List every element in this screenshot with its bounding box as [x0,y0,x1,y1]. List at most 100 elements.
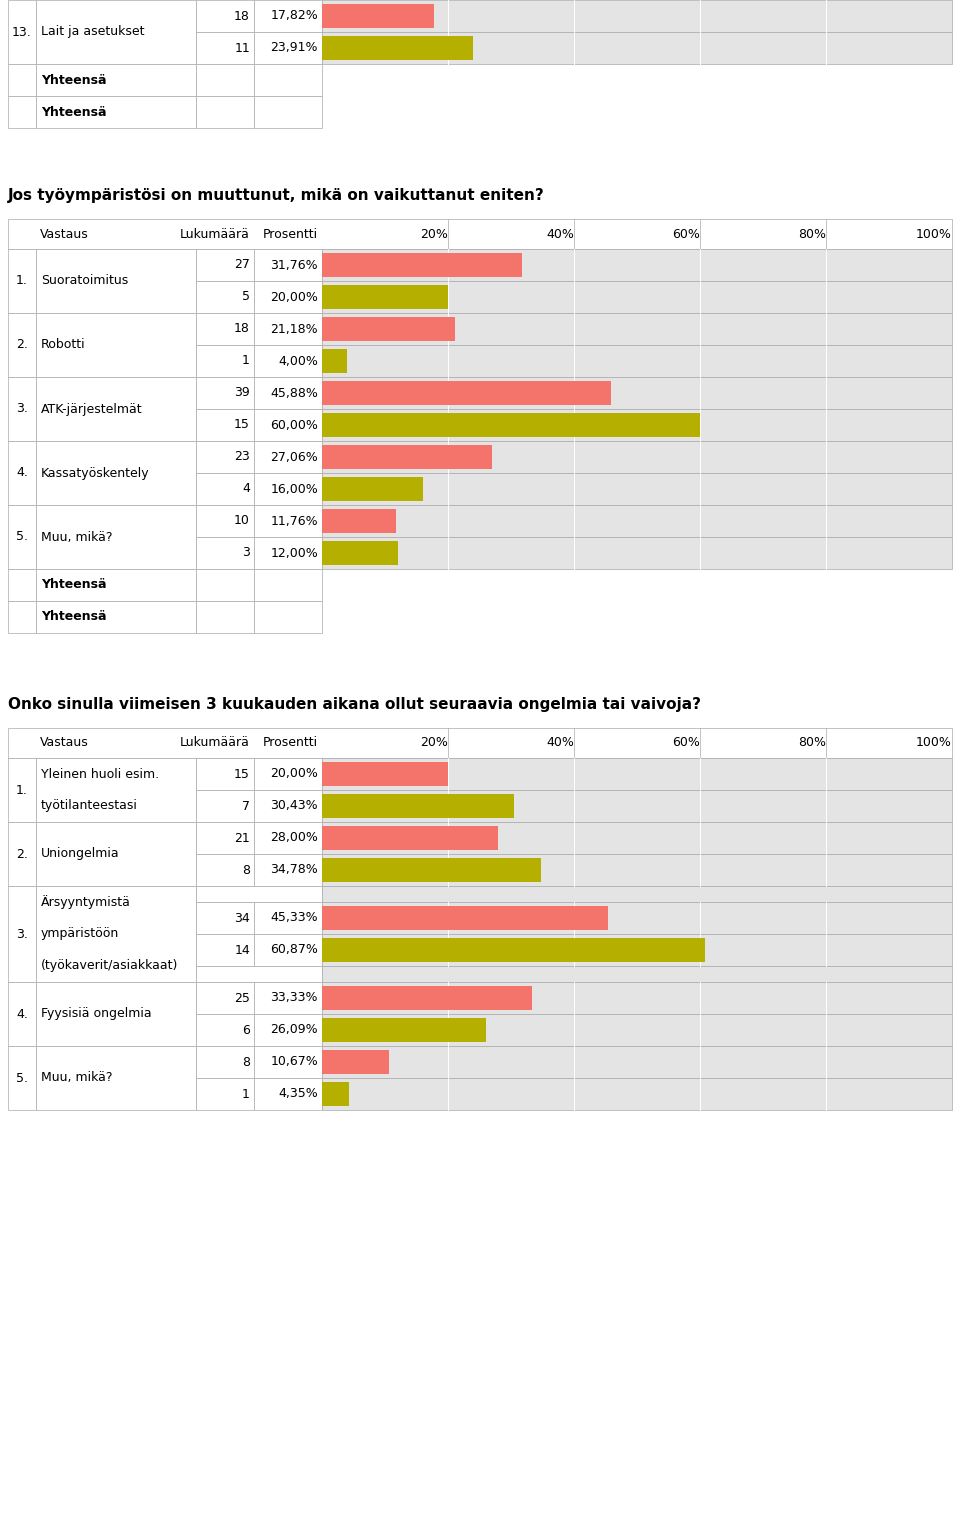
Text: 45,33%: 45,33% [271,912,318,924]
Text: Kassatyöskentely: Kassatyöskentely [41,466,150,480]
Text: 6: 6 [242,1024,250,1036]
Text: 15: 15 [234,419,250,431]
Bar [196,409,254,442]
Bar [254,313,322,345]
Bar [8,601,36,633]
Text: 30,43%: 30,43% [271,800,318,812]
Bar [8,442,36,504]
Bar [322,986,532,1010]
Text: 34,78%: 34,78% [271,863,318,877]
Bar [254,0,322,32]
Text: Muu, mikä?: Muu, mikä? [41,530,112,544]
Bar [254,757,322,789]
Text: 12,00%: 12,00% [271,546,318,560]
Text: 1: 1 [242,354,250,368]
Text: 60%: 60% [672,227,700,241]
Bar [36,504,196,569]
Bar [196,537,254,569]
Text: 20,00%: 20,00% [270,768,318,780]
Bar [254,1013,322,1046]
Text: 2.: 2. [16,848,28,860]
Bar [36,313,196,377]
Text: 45,88%: 45,88% [270,386,318,400]
Text: 34: 34 [234,912,250,924]
Bar [322,0,952,32]
Bar [254,97,322,127]
Text: ATK-järjestelmät: ATK-järjestelmät [41,403,143,415]
Bar [254,504,322,537]
Bar [254,442,322,474]
Bar [322,442,952,474]
Bar [322,313,952,345]
Bar [322,477,422,500]
Bar [196,822,254,854]
Text: Yleinen huoli esim.: Yleinen huoli esim. [41,768,159,780]
Bar [322,509,396,532]
Text: Yhteensä: Yhteensä [41,74,107,86]
Bar [322,446,492,469]
Text: Prosentti: Prosentti [263,736,318,750]
Text: Vastaus: Vastaus [40,227,88,241]
Text: 100%: 100% [916,227,952,241]
Text: Muu, mikä?: Muu, mikä? [41,1072,112,1084]
Text: 8: 8 [242,1056,250,1069]
Bar [196,1013,254,1046]
Bar [322,858,541,881]
Bar [8,728,952,757]
Text: Jos työympäristösi on muuttunut, mikä on vaikuttanut eniten?: Jos työympäristösi on muuttunut, mikä on… [8,189,544,202]
Bar [8,886,36,983]
Text: Vastaus: Vastaus [40,736,88,750]
Text: 20%: 20% [420,227,448,241]
Text: 18: 18 [234,9,250,23]
Bar [196,377,254,409]
Bar [254,822,322,854]
Bar [254,569,322,601]
Text: 1.: 1. [16,274,28,288]
Bar [254,789,322,822]
Text: 15: 15 [234,768,250,780]
Bar [322,1050,389,1073]
Bar [322,281,952,313]
Text: 33,33%: 33,33% [271,992,318,1004]
Bar [196,442,254,474]
Bar [36,822,196,886]
Bar [196,983,254,1013]
Bar [8,248,36,313]
Bar [322,886,952,901]
Bar [322,1013,952,1046]
Bar [254,1078,322,1110]
Bar [322,32,952,64]
Bar [322,541,397,564]
Bar [36,569,196,601]
Text: 2.: 2. [16,339,28,351]
Bar [196,966,322,983]
Text: 23: 23 [234,451,250,463]
Text: 17,82%: 17,82% [271,9,318,23]
Bar [196,1078,254,1110]
Bar [254,377,322,409]
Text: 80%: 80% [798,227,826,241]
Bar [322,37,472,60]
Bar [322,377,952,409]
Text: 4: 4 [242,483,250,495]
Text: työtilanteestasi: työtilanteestasi [41,800,138,812]
Text: ympäristöön: ympäristöön [41,927,119,941]
Text: Suoratoimitus: Suoratoimitus [41,274,129,288]
Text: Robotti: Robotti [41,339,85,351]
Bar [322,983,952,1013]
Bar [36,0,196,64]
Bar [322,474,952,504]
Bar [322,5,434,28]
Bar [196,854,254,886]
Bar [322,757,952,789]
Text: 31,76%: 31,76% [271,259,318,271]
Text: 40%: 40% [546,227,574,241]
Text: 20%: 20% [420,736,448,750]
Bar [196,789,254,822]
Text: Ärsyyntymistä: Ärsyyntymistä [41,895,131,909]
Bar [196,248,254,281]
Text: 27: 27 [234,259,250,271]
Text: 4,35%: 4,35% [278,1087,318,1101]
Bar [254,537,322,569]
Bar [322,317,455,340]
